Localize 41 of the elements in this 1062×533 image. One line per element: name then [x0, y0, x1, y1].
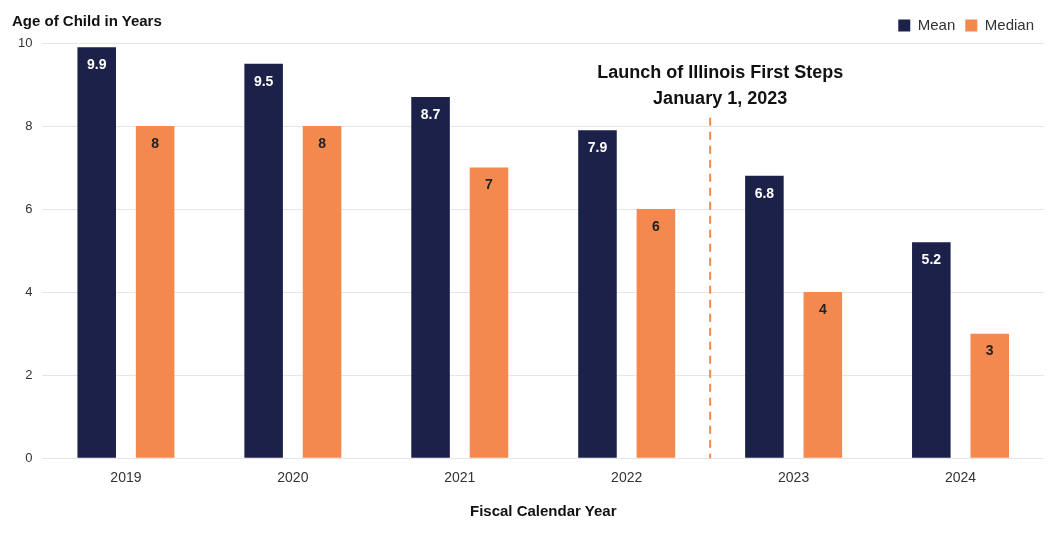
x-tick-label: 2022 — [611, 469, 643, 486]
bar — [469, 167, 509, 458]
y-tick-label: 8 — [25, 117, 33, 133]
data-label: 4 — [818, 300, 827, 317]
data-label: 9.5 — [253, 72, 274, 89]
y-tick-label: 6 — [25, 200, 33, 216]
bar — [77, 47, 116, 458]
data-label: 7 — [485, 176, 494, 193]
data-label: 8 — [318, 134, 327, 151]
y-tick-label: 2 — [25, 366, 33, 382]
bar — [970, 333, 1010, 458]
x-tick-label: 2019 — [110, 469, 142, 486]
legend-label: Mean — [917, 15, 956, 33]
y-axis-title: Age of Child in Years — [12, 12, 162, 30]
data-label: 6.8 — [754, 184, 775, 201]
bar — [411, 96, 450, 458]
x-tick-label: 2021 — [444, 469, 476, 486]
data-label: 3 — [985, 342, 994, 359]
y-tick-label: 4 — [25, 283, 33, 299]
x-tick-label: 2023 — [778, 469, 810, 486]
bar — [302, 126, 342, 458]
legend-label: Median — [984, 15, 1035, 33]
data-label: 7.9 — [587, 139, 608, 156]
x-tick-label: 2024 — [944, 469, 977, 486]
y-tick-label: 0 — [25, 449, 33, 465]
bar — [912, 242, 951, 458]
bar — [636, 209, 676, 458]
bar — [578, 130, 617, 458]
bar — [244, 63, 283, 458]
ref-line-label: Launch of Illinois First Steps January 1, 2023 — [597, 61, 844, 108]
data-label: 8 — [151, 134, 160, 151]
data-label: 6 — [652, 217, 660, 234]
bar — [745, 175, 784, 458]
x-tick-label: 2020 — [277, 469, 309, 486]
bar — [803, 292, 843, 458]
data-label: 8.7 — [420, 105, 441, 122]
bar — [135, 126, 175, 458]
y-tick-label: 10 — [17, 34, 33, 50]
data-label: 5.2 — [921, 251, 942, 268]
data-label: 9.9 — [86, 56, 107, 73]
x-axis-title: Fiscal Calendar Year — [469, 502, 617, 520]
